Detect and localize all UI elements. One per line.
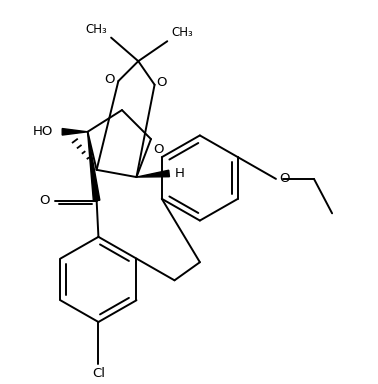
Text: H: H — [175, 167, 184, 180]
Text: HO: HO — [33, 125, 53, 138]
Polygon shape — [88, 132, 100, 201]
Text: Cl: Cl — [92, 367, 105, 380]
Text: O: O — [280, 172, 290, 185]
Polygon shape — [136, 170, 169, 177]
Polygon shape — [62, 129, 88, 135]
Text: O: O — [156, 76, 167, 89]
Text: O: O — [153, 143, 163, 156]
Text: O: O — [104, 73, 115, 86]
Text: CH₃: CH₃ — [86, 23, 107, 36]
Text: CH₃: CH₃ — [171, 26, 193, 40]
Text: O: O — [39, 194, 50, 207]
